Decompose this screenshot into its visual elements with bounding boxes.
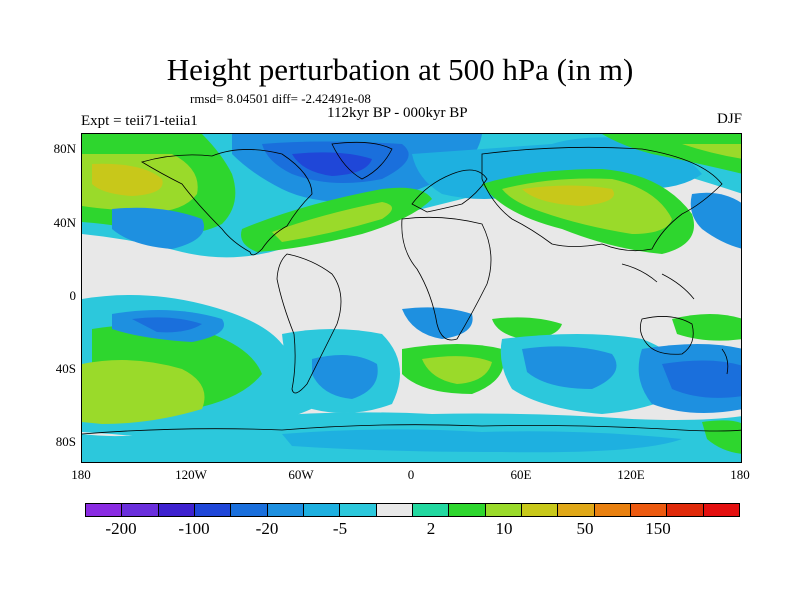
map-panel <box>81 133 742 463</box>
lat-tick-label: 80S <box>55 434 76 449</box>
lon-tick-label: 180 <box>71 467 91 482</box>
lat-tick-label: 0 <box>69 288 77 303</box>
colorbar-label: -5 <box>332 519 348 538</box>
contour-region <box>282 429 682 453</box>
colorbar-segment <box>122 504 159 516</box>
season-label: DJF <box>716 111 742 127</box>
experiment-label: Expt = teii71-teiia1 <box>81 113 198 129</box>
colorbar-segment <box>340 504 377 516</box>
plot-title: Height perturbation at 500 hPa (in m) <box>166 52 634 87</box>
coastline-asia <box>481 146 723 252</box>
lon-tick-label: 120E <box>617 467 645 482</box>
contour-region <box>292 152 372 176</box>
lon-tick-label: 60W <box>288 467 314 482</box>
coastline-islands <box>621 263 729 375</box>
lat-tick-label: 80N <box>53 141 76 156</box>
colorbar-segment <box>231 504 268 516</box>
colorbar-segment <box>376 504 413 516</box>
lon-tick-label: 0 <box>407 467 415 482</box>
contour-region <box>522 185 614 206</box>
coastline-greenland <box>331 141 393 180</box>
colorbar-segment <box>267 504 304 516</box>
contour-region <box>132 317 202 333</box>
stats-line: rmsd= 8.04501 diff= -2.42491e-08 <box>190 91 371 106</box>
contour-region <box>402 307 473 339</box>
colorbar-label: 2 <box>426 519 436 538</box>
colorbar-segment <box>594 504 631 516</box>
colorbar-segment <box>485 504 522 516</box>
colorbar-segment <box>521 504 559 516</box>
colorbar-label: -200 <box>105 519 137 538</box>
lon-tick-label: 60E <box>510 467 532 482</box>
colorbar-segment <box>449 504 486 516</box>
contour-region <box>92 163 163 196</box>
colorbar <box>85 503 740 517</box>
contour-region <box>272 202 392 242</box>
plot-subtitle: 112kyr BP - 000kyr BP <box>327 105 468 121</box>
colorbar-label: 50 <box>576 519 594 538</box>
coastline-north-america <box>141 149 313 256</box>
colorbar-segment <box>703 504 739 516</box>
contour-fill <box>82 134 741 462</box>
colorbar-segment <box>194 504 232 516</box>
colorbar-segment <box>558 504 595 516</box>
coastline-antarctica <box>82 424 741 435</box>
contour-region <box>682 144 741 159</box>
contour-region <box>602 134 741 174</box>
colorbar-segment <box>86 504 123 516</box>
coastline-south-america <box>276 253 342 394</box>
coastline-europe <box>411 169 488 213</box>
colorbar-label: 10 <box>495 519 513 538</box>
contour-region <box>662 360 741 398</box>
contour-region <box>672 314 741 341</box>
contour-region <box>112 207 204 249</box>
lat-tick-label: 40N <box>53 215 76 230</box>
colorbar-segment <box>667 504 704 516</box>
colorbar-segment <box>303 504 341 516</box>
contour-region <box>312 355 378 399</box>
contour-region <box>422 356 492 384</box>
lat-tick-label: 40S <box>55 361 76 376</box>
colorbar-label: -20 <box>255 519 279 538</box>
contour-region <box>492 317 562 339</box>
contour-region <box>690 192 741 249</box>
map-canvas <box>82 134 741 462</box>
colorbar-segment <box>412 504 450 516</box>
colorbar-label: -100 <box>178 519 210 538</box>
coastline-africa <box>401 216 492 341</box>
contour-region <box>82 360 205 424</box>
colorbar-segment <box>158 504 195 516</box>
coastlines <box>82 141 741 435</box>
lon-tick-label: 180 <box>730 467 750 482</box>
colorbar-segment <box>630 504 668 516</box>
contour-region <box>702 420 741 454</box>
lon-tick-label: 120W <box>175 467 207 482</box>
contour-region <box>522 346 617 389</box>
colorbar-label: 150 <box>645 519 671 538</box>
coastline-australia <box>639 316 694 355</box>
